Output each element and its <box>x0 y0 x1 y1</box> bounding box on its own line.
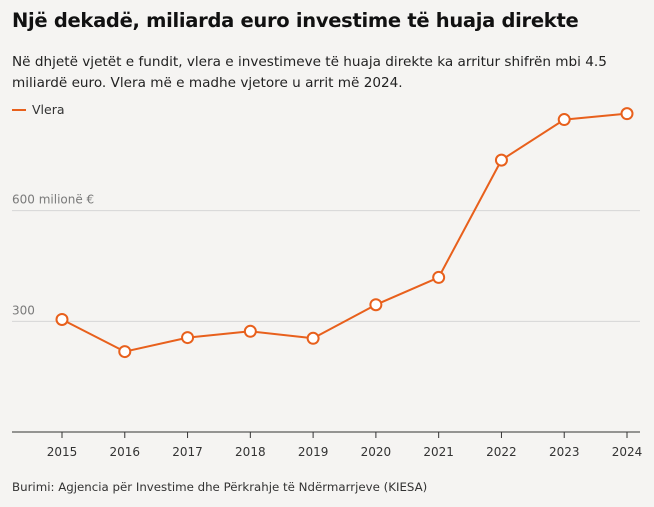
source-note: Burimi: Agjencia për Investime dhe Përkr… <box>12 480 428 494</box>
data-point-2024 <box>620 107 634 121</box>
x-tick-label: 2023 <box>549 445 580 459</box>
legend: Vlera <box>12 102 65 117</box>
y-tick-label: 300 <box>12 303 35 317</box>
x-tick-label: 2020 <box>361 445 392 459</box>
x-tick-label: 2022 <box>486 445 517 459</box>
x-tick-label: 2024 <box>612 445 643 459</box>
data-point-2022 <box>494 153 508 167</box>
chart-subtitle: Në dhjetë vjetët e fundit, vlera e inves… <box>12 54 607 91</box>
chart-title: Një dekadë, miliarda euro investime të h… <box>12 9 579 32</box>
x-tick-label: 2016 <box>110 445 141 459</box>
data-point-2015 <box>55 312 69 326</box>
x-tick-label: 2018 <box>235 445 266 459</box>
legend-swatch <box>12 108 26 111</box>
y-tick-label: 600 milionë € <box>12 193 94 207</box>
x-tick-label: 2015 <box>47 445 78 459</box>
data-point-2019 <box>306 331 320 345</box>
legend-label: Vlera <box>32 102 65 117</box>
series-line-0 <box>61 112 628 353</box>
x-tick-label: 2017 <box>172 445 203 459</box>
x-tick-label: 2021 <box>423 445 454 459</box>
data-point-2017 <box>181 331 195 345</box>
data-point-2023 <box>557 113 571 127</box>
data-point-2021 <box>432 270 446 284</box>
data-point-2016 <box>118 345 132 359</box>
data-point-2018 <box>243 324 257 338</box>
x-tick-label: 2019 <box>298 445 329 459</box>
data-point-2020 <box>369 298 383 312</box>
